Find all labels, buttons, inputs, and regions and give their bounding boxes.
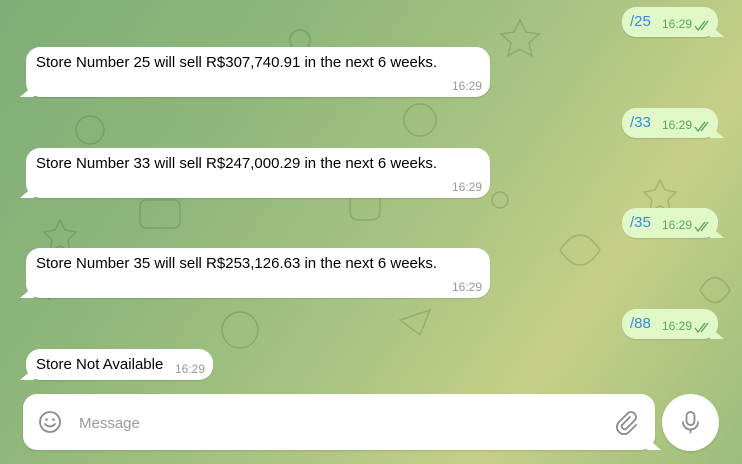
message-time: 16:29 bbox=[661, 17, 692, 31]
smile-icon[interactable] bbox=[37, 409, 63, 435]
double-check-icon bbox=[694, 20, 709, 32]
outgoing-message[interactable]: /35 16:29 bbox=[622, 208, 724, 238]
bubble-tail bbox=[20, 186, 34, 198]
message-time: 16:29 bbox=[661, 319, 692, 333]
message-text: Store Number 33 will sell R$247,000.29 i… bbox=[36, 155, 438, 172]
message-time: 16:29 bbox=[174, 362, 205, 376]
bubble-tail bbox=[710, 25, 724, 37]
incoming-message[interactable]: Store Number 33 will sell R$247,000.29 i… bbox=[20, 148, 490, 198]
paperclip-icon[interactable] bbox=[613, 409, 639, 435]
voice-message-button[interactable] bbox=[662, 394, 719, 451]
incoming-message[interactable]: Store Number 25 will sell R$307,740.91 i… bbox=[20, 47, 490, 97]
bubble-tail bbox=[710, 327, 724, 339]
outgoing-message[interactable]: /88 16:29 bbox=[622, 309, 724, 339]
message-input[interactable] bbox=[77, 408, 601, 438]
bubble-tail bbox=[710, 126, 724, 138]
message-time: 16:29 bbox=[451, 280, 482, 294]
double-check-icon bbox=[694, 221, 709, 233]
message-text: /35 bbox=[630, 214, 651, 231]
message-list[interactable]: /25 16:29 Store Number 25 will sell R$30… bbox=[0, 0, 742, 390]
outgoing-message[interactable]: /33 16:29 bbox=[622, 108, 724, 138]
message-text: Store Not Available bbox=[36, 356, 164, 373]
message-composer bbox=[23, 394, 661, 450]
bubble-tail bbox=[20, 85, 34, 97]
message-text: /25 bbox=[630, 13, 651, 30]
incoming-message[interactable]: Store Not Available 16:29 bbox=[20, 349, 213, 380]
message-time: 16:29 bbox=[661, 118, 692, 132]
message-time: 16:29 bbox=[451, 79, 482, 93]
bubble-tail bbox=[20, 368, 34, 380]
bubble-tail bbox=[710, 226, 724, 238]
double-check-icon bbox=[694, 322, 709, 334]
incoming-message[interactable]: Store Number 35 will sell R$253,126.63 i… bbox=[20, 248, 490, 298]
bubble-tail bbox=[20, 286, 34, 298]
message-time: 16:29 bbox=[451, 180, 482, 194]
message-text: /88 bbox=[630, 315, 651, 332]
double-check-icon bbox=[694, 121, 709, 133]
message-text: Store Number 25 will sell R$307,740.91 i… bbox=[36, 54, 438, 71]
message-time: 16:29 bbox=[661, 218, 692, 232]
message-text: /33 bbox=[630, 114, 651, 131]
outgoing-message[interactable]: /25 16:29 bbox=[622, 7, 724, 37]
microphone-icon bbox=[682, 411, 699, 434]
message-text: Store Number 35 will sell R$253,126.63 i… bbox=[36, 255, 438, 272]
